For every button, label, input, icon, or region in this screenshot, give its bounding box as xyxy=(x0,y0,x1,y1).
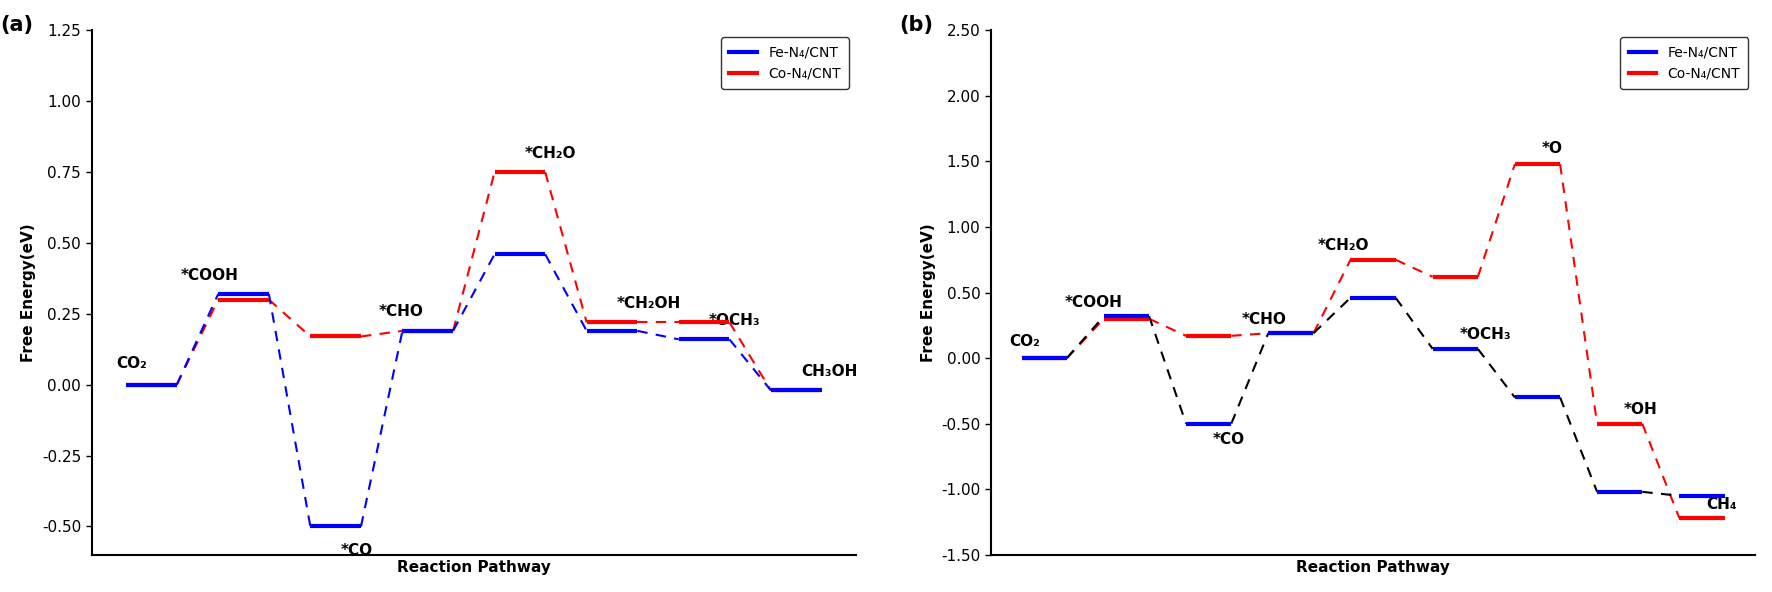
Text: (a): (a) xyxy=(0,15,34,34)
Text: *OCH₃: *OCH₃ xyxy=(709,313,760,328)
Text: *CH₂OH: *CH₂OH xyxy=(617,296,680,311)
Text: CH₃OH: CH₃OH xyxy=(801,364,858,379)
Text: *CHO: *CHO xyxy=(377,304,424,320)
Text: CH₄: CH₄ xyxy=(1706,497,1737,511)
Text: *OH: *OH xyxy=(1623,402,1657,417)
X-axis label: Reaction Pathway: Reaction Pathway xyxy=(1295,561,1449,575)
Text: *O: *O xyxy=(1542,141,1563,156)
Text: *CH₂O: *CH₂O xyxy=(1317,238,1370,253)
Text: CO₂: CO₂ xyxy=(1010,334,1040,349)
Text: *OCH₃: *OCH₃ xyxy=(1460,327,1512,342)
Text: *COOH: *COOH xyxy=(1065,295,1122,310)
Text: *CHO: *CHO xyxy=(1242,311,1286,327)
Y-axis label: Free Energy(eV): Free Energy(eV) xyxy=(921,223,936,362)
Text: *CO: *CO xyxy=(340,543,372,558)
X-axis label: Reaction Pathway: Reaction Pathway xyxy=(397,561,551,575)
Y-axis label: Free Energy(eV): Free Energy(eV) xyxy=(21,223,37,362)
Legend: Fe-N₄/CNT, Co-N₄/CNT: Fe-N₄/CNT, Co-N₄/CNT xyxy=(1620,37,1749,89)
Text: *CH₂O: *CH₂O xyxy=(525,146,576,161)
Text: *COOH: *COOH xyxy=(181,268,239,282)
Text: *CO: *CO xyxy=(1212,432,1246,448)
Legend: Fe-N₄/CNT, Co-N₄/CNT: Fe-N₄/CNT, Co-N₄/CNT xyxy=(721,37,849,89)
Text: (b): (b) xyxy=(898,15,934,34)
Text: CO₂: CO₂ xyxy=(117,356,147,371)
